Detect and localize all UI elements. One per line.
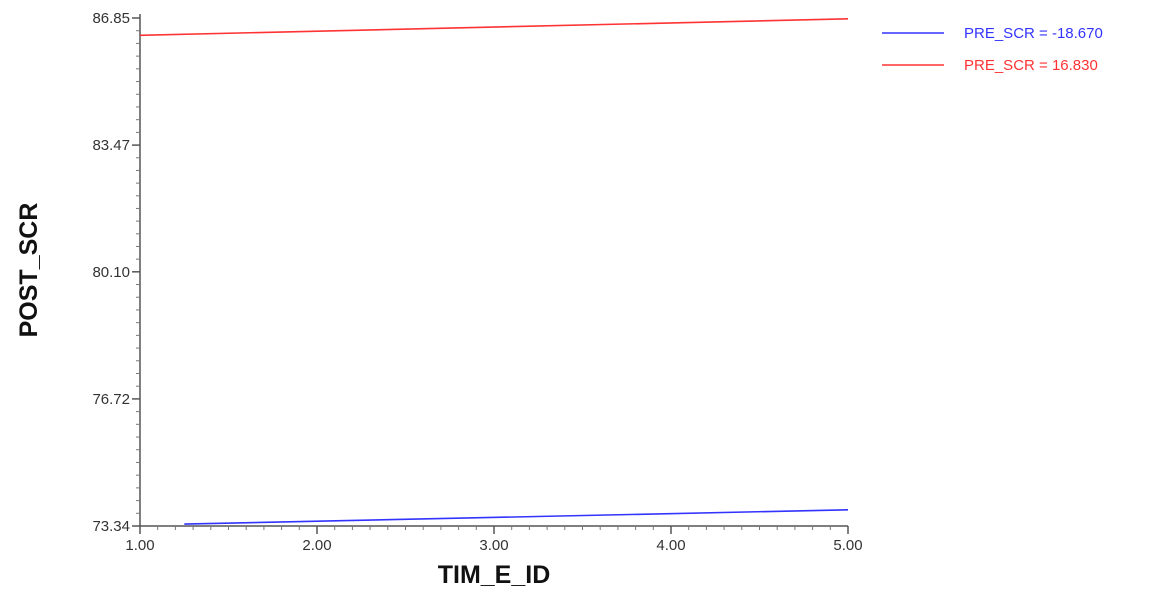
- x-tick-label: 2.00: [302, 537, 331, 554]
- y-tick-label: 76.72: [92, 391, 130, 408]
- x-tick-label: 1.00: [125, 537, 154, 554]
- series-lines: [139, 18, 849, 525]
- x-axis-title: TIM_E_ID: [438, 561, 551, 589]
- y-axis-ticks: 73.34 76.72 80.10 83.47 86.85: [92, 10, 140, 535]
- legend-label-1: PRE_SCR = -18.670: [964, 25, 1103, 42]
- x-tick-label: 5.00: [833, 537, 862, 554]
- legend-label-2: PRE_SCR = 16.830: [964, 57, 1098, 74]
- x-axis-ticks: 1.00 2.00 3.00 4.00 5.00: [125, 526, 863, 554]
- series-line-1: [184, 509, 849, 525]
- y-tick-label: 86.85: [92, 10, 130, 27]
- y-tick-label: 83.47: [92, 137, 130, 154]
- axes: [139, 14, 848, 527]
- y-tick-label: 80.10: [92, 264, 130, 281]
- x-tick-label: 3.00: [479, 537, 508, 554]
- y-axis-title: POST_SCR: [15, 203, 43, 338]
- legend: PRE_SCR = -18.670 PRE_SCR = 16.830: [882, 25, 1103, 74]
- series-line-2: [139, 18, 849, 37]
- y-tick-label: 73.34: [92, 518, 130, 535]
- x-tick-label: 4.00: [656, 537, 685, 554]
